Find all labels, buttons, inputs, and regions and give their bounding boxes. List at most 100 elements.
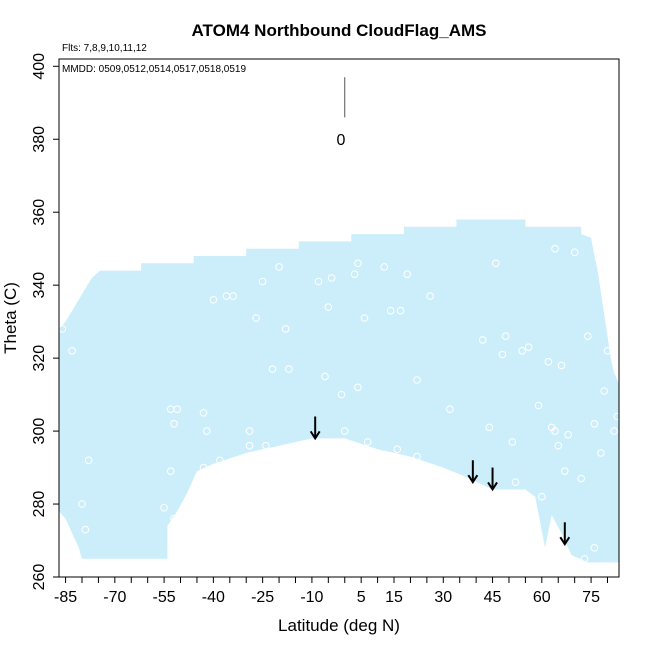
- data-point: [170, 514, 178, 523]
- x-tick-label: -70: [103, 589, 126, 606]
- data-point: [275, 263, 283, 271]
- data-point: [78, 500, 86, 508]
- x-tick-label: 75: [582, 589, 600, 606]
- data-point: [534, 401, 543, 410]
- data-point: [426, 292, 434, 300]
- data-point: [403, 270, 412, 279]
- data-point: [478, 336, 487, 344]
- data-point: [613, 412, 622, 421]
- data-point: [199, 463, 208, 472]
- data-point: [354, 383, 362, 392]
- data-point: [492, 259, 500, 268]
- data-point: [360, 314, 369, 322]
- data-point: [597, 449, 605, 457]
- data-point: [538, 492, 546, 501]
- data-point: [524, 343, 533, 352]
- arrow-marker: [309, 416, 321, 441]
- data-point: [337, 390, 346, 399]
- x-tick-label: 30: [434, 589, 452, 606]
- chart-title: ATOM4 Northbound CloudFlag_AMS: [192, 21, 487, 40]
- data-point: [84, 456, 93, 465]
- data-point: [268, 365, 277, 373]
- x-tick-label: 15: [385, 589, 403, 606]
- data-point: [350, 270, 359, 279]
- arrow-marker: [559, 522, 571, 547]
- data-point: [68, 347, 76, 355]
- data-point: [327, 274, 336, 282]
- y-axis: 260 280 300 320 340 360 380 400: [31, 53, 59, 591]
- y-tick-label: 360: [31, 199, 48, 226]
- y-tick-label: 280: [31, 491, 48, 518]
- y-tick-label: 400: [31, 53, 48, 80]
- x-axis-label: Latitude (deg N): [278, 616, 400, 635]
- x-tick-label: -10: [300, 589, 323, 606]
- data-point: [321, 372, 329, 381]
- data-point: [245, 427, 254, 435]
- data-point: [258, 277, 267, 286]
- data-point: [498, 350, 507, 359]
- y-tick-label: 320: [31, 345, 48, 372]
- y-tick-label: 300: [31, 418, 48, 445]
- data-point: [557, 361, 566, 370]
- data-point: [173, 405, 181, 414]
- x-tick-label: -55: [153, 589, 176, 606]
- data-point: [363, 438, 372, 446]
- data-point: [551, 244, 559, 253]
- data-point: [229, 292, 237, 300]
- data-point: [580, 555, 589, 563]
- data-point: [603, 347, 612, 355]
- x-tick-label: -40: [202, 589, 225, 606]
- x-tick-label: -85: [54, 589, 77, 606]
- data-point: [396, 306, 405, 315]
- data-point: [245, 441, 254, 450]
- y-tick-label: 380: [31, 126, 48, 153]
- arrow-marker: [467, 460, 479, 485]
- data-point: [262, 441, 270, 450]
- y-axis-label: Theta (C): [1, 282, 20, 354]
- data-point: [413, 376, 421, 384]
- legend-label: 0: [337, 132, 346, 149]
- cloud-flag-region: [59, 219, 619, 563]
- data-point: [386, 306, 395, 315]
- data-point: [518, 347, 526, 355]
- y-tick-label: 260: [31, 564, 48, 591]
- arrow-head: [487, 481, 498, 492]
- plot-area: [58, 77, 622, 563]
- data-point: [561, 467, 569, 476]
- data-point: [570, 248, 579, 257]
- data-point: [600, 387, 609, 395]
- arrow-head: [559, 536, 571, 547]
- data-point: [166, 467, 175, 476]
- y-tick-label: 340: [31, 272, 48, 299]
- data-point: [340, 427, 349, 435]
- data-point: [203, 427, 211, 435]
- x-tick-label: 60: [533, 589, 551, 606]
- data-point: [590, 420, 599, 428]
- data-point: [511, 478, 520, 487]
- data-point: [209, 296, 218, 304]
- data-point: [285, 365, 293, 373]
- data-point: [183, 500, 191, 508]
- arrow-marker: [487, 467, 498, 492]
- data-point: [590, 544, 599, 552]
- x-tick-label: 5: [357, 589, 366, 606]
- dates-note: MMDD: 0509,0512,0514,0517,0518,0519: [62, 64, 246, 75]
- data-point: [508, 438, 517, 446]
- data-point: [81, 525, 90, 534]
- data-point: [324, 303, 333, 311]
- plot-frame: [58, 58, 620, 578]
- data-point: [584, 332, 592, 341]
- arrow-head: [309, 430, 321, 441]
- data-point: [610, 427, 618, 435]
- data-point: [544, 358, 553, 366]
- data-point: [380, 263, 389, 271]
- data-point: [554, 441, 563, 450]
- data-point: [501, 332, 510, 341]
- x-axis: -85 -70 -55 -40 -25 -10 5 15 30 45 60 75: [54, 577, 609, 606]
- data-point: [216, 456, 224, 465]
- data-point: [199, 409, 208, 417]
- data-point: [577, 474, 586, 483]
- data-point: [551, 427, 559, 435]
- data-point: [446, 405, 454, 414]
